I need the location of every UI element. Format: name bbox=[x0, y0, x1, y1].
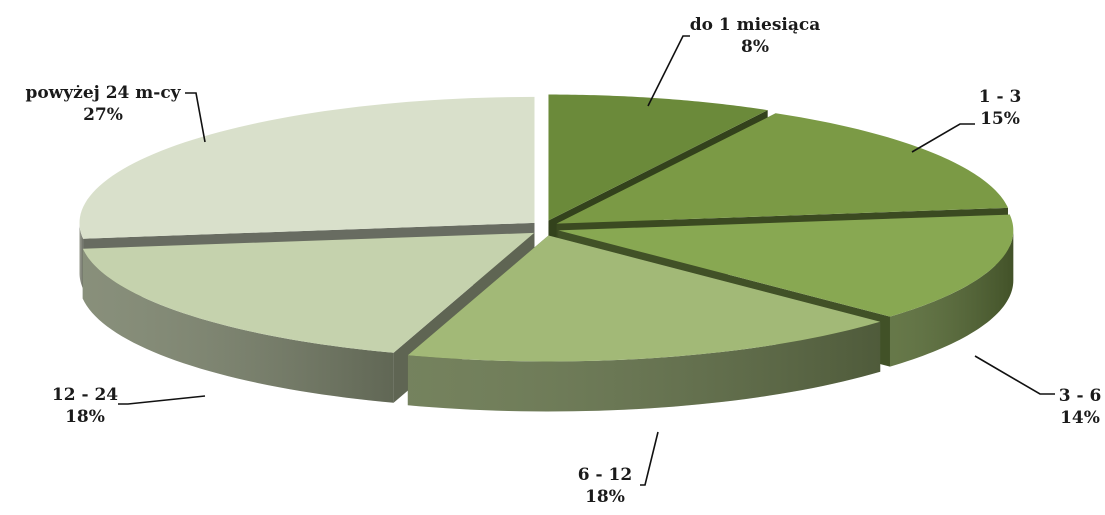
pie-slice bbox=[407, 235, 881, 412]
pie-slice-wall-shading bbox=[79, 222, 84, 289]
pie-slice-top bbox=[407, 235, 881, 362]
slice-label: 6 - 12 bbox=[578, 465, 632, 485]
slice-label: 1 - 3 bbox=[979, 87, 1022, 107]
pie-slice-top bbox=[556, 113, 1008, 224]
slice-value-label: 8% bbox=[741, 37, 769, 57]
leader-line bbox=[974, 355, 1055, 395]
leader-line bbox=[647, 35, 690, 107]
slice-value-label: 14% bbox=[1060, 408, 1100, 428]
slice-label: do 1 miesiąca bbox=[690, 15, 821, 35]
pie-slice-wall-shading bbox=[889, 230, 1014, 367]
pie-slice-top bbox=[82, 232, 535, 353]
pie-slice-top bbox=[79, 96, 535, 239]
leader-line bbox=[118, 395, 206, 405]
slice-value-label: 18% bbox=[65, 407, 105, 427]
slice-value-label: 15% bbox=[980, 109, 1020, 129]
slice-value-label: 18% bbox=[585, 487, 625, 507]
leader-line bbox=[185, 92, 206, 143]
pie-slice-top bbox=[548, 94, 768, 221]
slice-label: 3 - 6 bbox=[1059, 386, 1102, 406]
slice-value-label: 27% bbox=[83, 105, 123, 125]
data-label: 3 - 614% bbox=[974, 355, 1102, 428]
pie-slice-wall-shading bbox=[82, 248, 394, 403]
pie-slice-wall-shading bbox=[407, 321, 881, 412]
slice-label: powyżej 24 m-cy bbox=[25, 83, 181, 103]
data-label: 1 - 315% bbox=[911, 87, 1022, 153]
slice-label: 12 - 24 bbox=[52, 385, 118, 405]
leader-line bbox=[911, 123, 975, 153]
pie-slice-top bbox=[558, 214, 1014, 317]
leader-line bbox=[640, 431, 659, 486]
